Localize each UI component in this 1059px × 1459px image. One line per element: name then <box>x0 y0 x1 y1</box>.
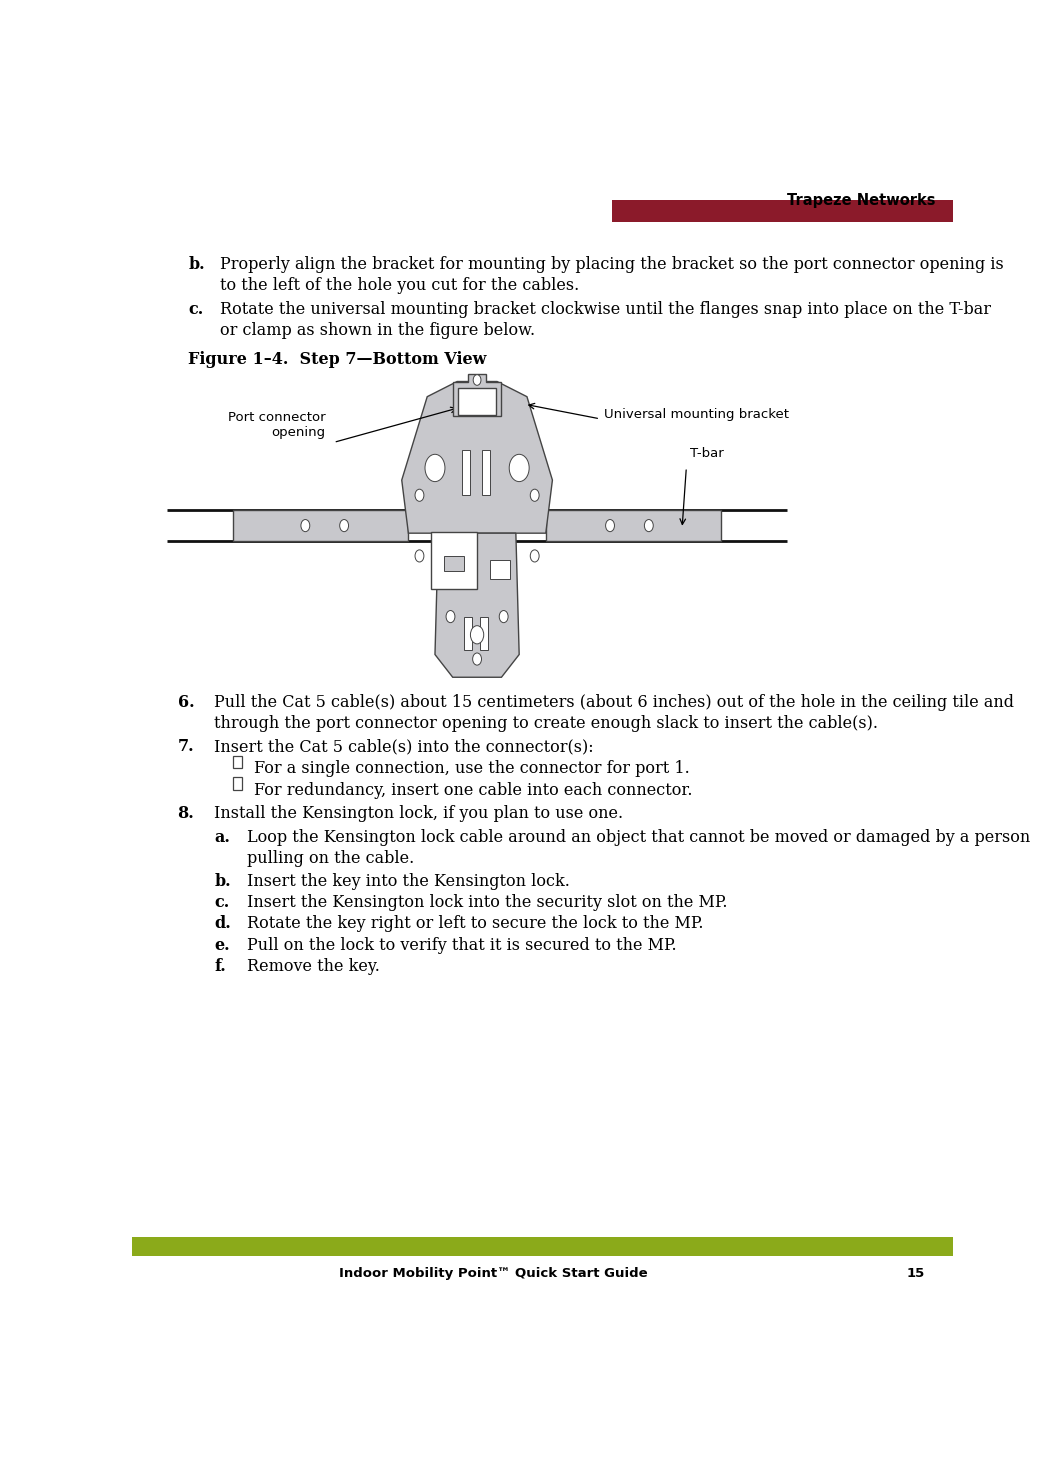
Text: Trapeze Networks: Trapeze Networks <box>787 193 935 209</box>
Text: Pull on the lock to verify that it is secured to the MP.: Pull on the lock to verify that it is se… <box>248 937 677 954</box>
Polygon shape <box>545 511 721 541</box>
Text: Figure 1–4.  Step 7—Bottom View: Figure 1–4. Step 7—Bottom View <box>189 352 486 369</box>
Circle shape <box>499 610 508 623</box>
Text: 15: 15 <box>907 1268 925 1281</box>
Bar <box>431 531 477 589</box>
Text: Loop the Kensington lock cable around an object that cannot be moved or damaged : Loop the Kensington lock cable around an… <box>248 829 1030 846</box>
Circle shape <box>644 519 653 531</box>
Circle shape <box>415 550 424 562</box>
Text: For a single connection, use the connector for port 1.: For a single connection, use the connect… <box>254 760 689 778</box>
Text: Universal mounting bracket: Universal mounting bracket <box>605 407 789 420</box>
Circle shape <box>473 375 481 385</box>
Text: to the left of the hole you cut for the cables.: to the left of the hole you cut for the … <box>220 277 579 295</box>
Text: Port connector
opening: Port connector opening <box>228 411 325 439</box>
Text: For redundancy, insert one cable into each connector.: For redundancy, insert one cable into ea… <box>254 782 693 798</box>
Circle shape <box>531 489 539 502</box>
Bar <box>444 556 464 570</box>
Text: Insert the Cat 5 cable(s) into the connector(s):: Insert the Cat 5 cable(s) into the conne… <box>214 738 594 754</box>
Bar <box>464 617 471 649</box>
Circle shape <box>472 654 482 665</box>
Text: 7.: 7. <box>178 738 194 754</box>
Text: Install the Kensington lock, if you plan to use one.: Install the Kensington lock, if you plan… <box>214 805 624 823</box>
Text: Insert the Kensington lock into the security slot on the MP.: Insert the Kensington lock into the secu… <box>248 894 728 910</box>
Text: f.: f. <box>214 959 227 975</box>
Bar <box>132 1237 953 1256</box>
Bar <box>490 560 510 579</box>
Circle shape <box>606 519 614 531</box>
Circle shape <box>470 626 484 643</box>
Polygon shape <box>435 533 519 677</box>
Text: through the port connector opening to create enough slack to insert the cable(s): through the port connector opening to cr… <box>214 715 879 732</box>
Text: b.: b. <box>189 255 204 273</box>
Circle shape <box>425 454 445 481</box>
Polygon shape <box>401 381 553 533</box>
Text: Insert the key into the Kensington lock.: Insert the key into the Kensington lock. <box>248 872 570 890</box>
Text: a.: a. <box>214 829 230 846</box>
Bar <box>233 756 241 769</box>
Text: 8.: 8. <box>178 805 194 823</box>
Bar <box>482 449 490 495</box>
Text: or clamp as shown in the figure below.: or clamp as shown in the figure below. <box>220 322 535 340</box>
Bar <box>462 449 470 495</box>
Text: Remove the key.: Remove the key. <box>248 959 380 975</box>
Text: Pull the Cat 5 cable(s) about 15 centimeters (about 6 inches) out of the hole in: Pull the Cat 5 cable(s) about 15 centime… <box>214 694 1015 711</box>
Text: d.: d. <box>214 915 231 932</box>
Text: b.: b. <box>214 872 231 890</box>
Text: Indoor Mobility Point™ Quick Start Guide: Indoor Mobility Point™ Quick Start Guide <box>339 1268 648 1281</box>
Text: c.: c. <box>189 301 203 318</box>
Bar <box>233 778 241 789</box>
Bar <box>612 200 953 222</box>
Circle shape <box>509 454 530 481</box>
Circle shape <box>415 489 424 502</box>
Text: Properly align the bracket for mounting by placing the bracket so the port conne: Properly align the bracket for mounting … <box>220 255 1004 273</box>
Circle shape <box>446 610 455 623</box>
Text: 6.: 6. <box>178 694 194 711</box>
Text: e.: e. <box>214 937 230 954</box>
Text: Rotate the universal mounting bracket clockwise until the flanges snap into plac: Rotate the universal mounting bracket cl… <box>220 301 991 318</box>
Circle shape <box>340 519 348 531</box>
Circle shape <box>301 519 310 531</box>
Bar <box>481 617 488 649</box>
Text: pulling on the cable.: pulling on the cable. <box>248 851 414 867</box>
Text: c.: c. <box>214 894 230 910</box>
Text: T-bar: T-bar <box>690 446 724 460</box>
Text: Rotate the key right or left to secure the lock to the MP.: Rotate the key right or left to secure t… <box>248 915 704 932</box>
Polygon shape <box>233 511 409 541</box>
Bar <box>459 388 496 414</box>
Polygon shape <box>452 374 502 416</box>
Circle shape <box>531 550 539 562</box>
